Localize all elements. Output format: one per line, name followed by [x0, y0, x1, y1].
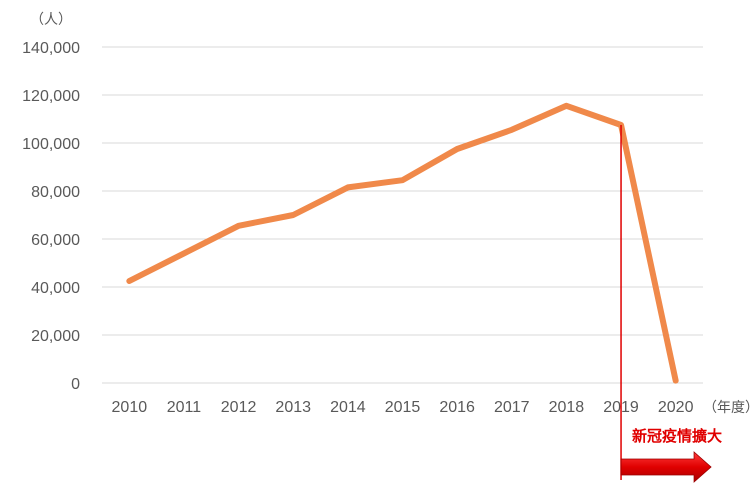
annotation-arrow — [620, 451, 712, 483]
y-tick-label: 120,000 — [22, 88, 80, 105]
x-tick-label: 2017 — [494, 399, 530, 416]
x-tick-label: 2014 — [330, 399, 366, 416]
data-point — [182, 251, 186, 255]
y-tick-label: 40,000 — [31, 280, 80, 297]
data-point — [564, 104, 568, 108]
y-tick-label: 100,000 — [22, 136, 80, 153]
series-line — [126, 102, 679, 384]
data-point — [346, 185, 350, 189]
data-point — [455, 147, 459, 151]
data-point — [401, 178, 404, 182]
y-tick-label: 60,000 — [31, 232, 80, 249]
gridlines — [102, 46, 703, 384]
y-tick-label: 140,000 — [22, 40, 80, 57]
x-tick-label: 2016 — [439, 399, 475, 416]
x-axis-ticks: 2010 2011 2012 2013 2014 2015 2016 2017 2018 2019… — [112, 399, 694, 416]
data-point — [291, 213, 295, 217]
annotation-layer: 新冠疫情擴大 — [620, 125, 722, 483]
y-tick-label: 0 — [71, 376, 80, 393]
data-point — [127, 279, 131, 283]
data-point — [510, 128, 514, 132]
y-axis-ticks: 0 20,000 40,000 60,000 80,000 100,000 120,000 1… — [22, 40, 80, 393]
x-tick-label: 2020 — [658, 399, 694, 416]
data-point — [674, 379, 678, 383]
annotation-text: 新冠疫情擴大 — [632, 427, 722, 445]
x-tick-label: 2018 — [549, 399, 585, 416]
x-tick-label: 2013 — [275, 399, 311, 416]
x-tick-label: 2012 — [221, 399, 257, 416]
x-unit-label: （年度） — [703, 400, 750, 416]
x-tick-label: 2015 — [385, 399, 421, 416]
y-tick-label: 20,000 — [31, 328, 80, 345]
data-point — [237, 224, 241, 228]
y-unit-label: （人） — [30, 12, 72, 28]
y-tick-label: 80,000 — [31, 184, 80, 201]
x-tick-label: 2011 — [167, 399, 202, 416]
series-layer — [126, 102, 679, 384]
x-tick-label: 2010 — [112, 399, 148, 416]
